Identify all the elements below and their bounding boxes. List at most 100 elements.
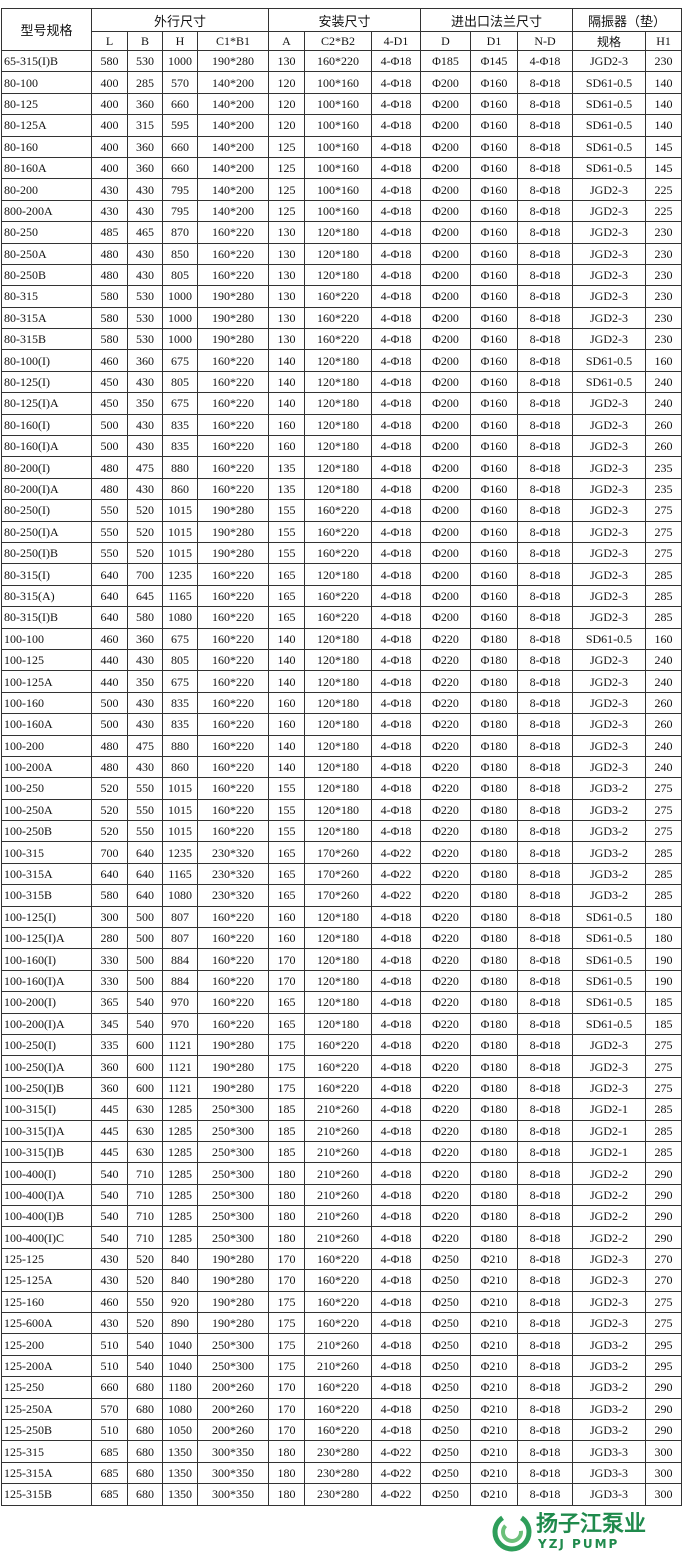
cell: 430 (127, 713, 163, 736)
cell: 500 (91, 435, 128, 458)
cell: 540 (127, 1354, 163, 1378)
table-row: 80-200 430 430 795 140*200 125 100*160 4-Φ18 Φ20… (1, 178, 683, 201)
cell: 520 (91, 777, 128, 800)
cell: 160*220 (196, 221, 270, 244)
cell: 190*280 (196, 1290, 270, 1314)
table-row: 125-200 510 540 1040 250*300 175 210*260 4-Φ18 Φ… (1, 1333, 683, 1356)
cell: 260 (645, 713, 683, 736)
cell: 1015 (162, 820, 198, 843)
cell: 1165 (162, 862, 198, 886)
cell: 460 (91, 627, 128, 650)
cell: 120*180 (304, 221, 373, 244)
cell: 140 (268, 670, 306, 693)
cell: 850 (162, 242, 198, 265)
cell: 1040 (162, 1333, 198, 1356)
table-row: 100-315 700 640 1235 230*320 165 170*260 4-Φ22 Φ… (1, 841, 683, 864)
cell: 210*260 (304, 1354, 373, 1378)
cell: 8-Φ18 (517, 349, 574, 372)
cell: 500 (127, 948, 163, 971)
cell: JGD2-1 (572, 1140, 647, 1164)
cell: 160*220 (304, 499, 373, 522)
cell: 890 (162, 1312, 198, 1335)
column-header: N-D (517, 31, 574, 51)
cell: 4-Φ18 (371, 734, 422, 757)
cell: 430 (91, 1312, 128, 1335)
cell: Φ180 (470, 1205, 519, 1228)
cell: 120*180 (304, 648, 373, 672)
cell: 360 (127, 156, 163, 180)
cell: 8-Φ18 (517, 606, 574, 629)
cell: Φ180 (470, 948, 519, 971)
cell: 120*180 (304, 413, 373, 437)
cell: 8-Φ18 (517, 1055, 574, 1078)
table-row: 100-160(I)A 330 500 884 160*220 170 120*180 4-Φ… (1, 969, 683, 993)
cell: JGD3-2 (572, 820, 647, 843)
model-cell: 100-125(I) (1, 905, 92, 929)
cell: 4-Φ18 (371, 820, 422, 843)
cell: 190*280 (196, 541, 270, 565)
column-header: A (268, 31, 306, 51)
cell: 430 (127, 648, 163, 672)
cell: 8-Φ18 (517, 1247, 574, 1271)
header-cell: 外行尺寸 (90, 8, 270, 32)
table-row: 80-250B 480 430 805 160*220 130 120*180 4-Φ18 Φ2… (1, 263, 683, 287)
cell: Φ200 (420, 349, 472, 372)
cell: 160*220 (196, 820, 270, 843)
cell: 430 (127, 691, 163, 715)
cell: 120*180 (304, 670, 373, 693)
cell: 140*200 (196, 71, 270, 94)
cell: 4-Φ18 (371, 777, 422, 800)
cell: 160*220 (304, 1247, 373, 1271)
cell: JGD2-3 (572, 1312, 647, 1335)
cell: 400 (91, 135, 128, 158)
cell: 805 (162, 370, 198, 394)
cell: 1350 (162, 1461, 198, 1485)
cell: 1015 (162, 777, 198, 800)
cell: 680 (127, 1461, 163, 1485)
cell: 8-Φ18 (517, 969, 574, 993)
model-cell: 100-315(I)A (1, 1119, 92, 1142)
cell: 630 (127, 1119, 163, 1142)
cell: 160*220 (304, 1055, 373, 1078)
cell: 230 (645, 306, 683, 330)
cell: Φ220 (420, 991, 472, 1014)
table-row: 800-200A 430 430 795 140*200 125 100*160 4-Φ18 Φ… (1, 199, 683, 223)
cell: SD61-0.5 (572, 905, 647, 929)
cell: Φ220 (420, 841, 472, 864)
cell: 8-Φ18 (517, 820, 574, 843)
cell: 160*220 (196, 713, 270, 736)
cell: Φ220 (420, 1033, 472, 1057)
table-row: 80-125(I) 450 430 805 160*220 140 120*180 4-Φ18… (1, 370, 683, 394)
cell: 190*280 (196, 499, 270, 522)
cell: 165 (268, 606, 306, 629)
table-row: 100-160A 500 430 835 160*220 160 120*180 4-Φ18 Φ… (1, 713, 683, 736)
cell: Φ220 (420, 755, 472, 779)
cell: 160*220 (196, 905, 270, 929)
cell: 4-Φ18 (371, 349, 422, 372)
cell: JGD2-3 (572, 648, 647, 672)
model-cell: 100-125(I)A (1, 927, 92, 950)
cell: Φ250 (420, 1290, 472, 1314)
cell: 230 (645, 263, 683, 287)
cell: 8-Φ18 (517, 392, 574, 415)
cell: 140 (268, 370, 306, 394)
model-cell: 100-200A (1, 755, 92, 779)
cell: Φ200 (420, 114, 472, 137)
cell: 120*180 (304, 991, 373, 1014)
cell: 1000 (162, 285, 198, 308)
cell: 8-Φ18 (517, 1290, 574, 1314)
cell: Φ185 (420, 49, 472, 73)
table-row: 65-315(I)B 580 530 1000 190*280 130 160*220 4-Φ… (1, 49, 683, 73)
cell: 210*260 (304, 1098, 373, 1121)
cell: 4-Φ18 (371, 1333, 422, 1356)
cell: Φ200 (420, 520, 472, 543)
cell: 180 (645, 905, 683, 929)
table-row: 100-400(I)C 540 710 1285 250*300 180 210*260 4-… (1, 1226, 683, 1249)
cell: 160*220 (196, 1012, 270, 1035)
cell: 230 (645, 49, 683, 73)
cell: 530 (127, 328, 163, 351)
cell: JGD2-3 (572, 734, 647, 757)
cell: 680 (127, 1418, 163, 1442)
cell: 300 (645, 1461, 683, 1485)
cell: 580 (127, 606, 163, 629)
